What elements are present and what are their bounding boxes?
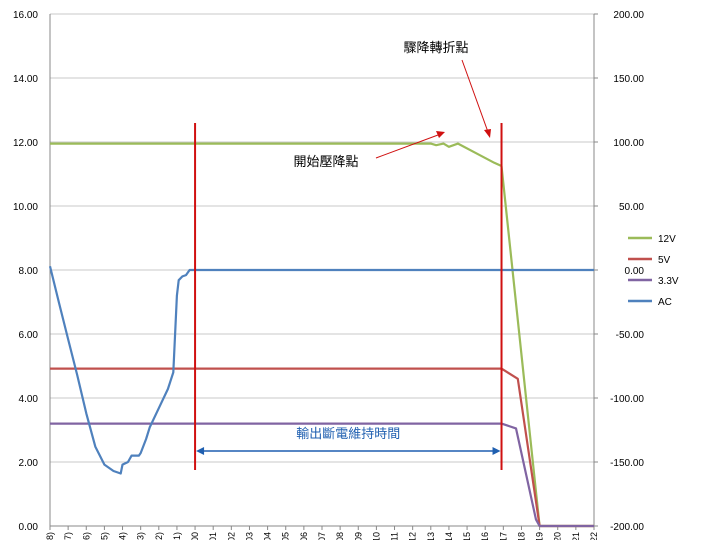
x-tick-label: 0.007 — [317, 532, 327, 540]
x-tick-label: 0.002 — [226, 532, 236, 540]
left-y-tick-label: 12.00 — [13, 138, 38, 149]
x-tick-label: 0.014 — [444, 532, 454, 540]
x-tick-label: (0.002) — [154, 532, 164, 540]
left-y-tick-label: 16.00 — [13, 10, 38, 21]
legend-label: 5V — [658, 255, 671, 266]
series-lines — [48, 142, 594, 528]
x-tick-label: 0.018 — [516, 532, 526, 540]
axes: 0.00 2.00 4.00 6.00 8.00 10.00 12.00 14.00 16.00… — [13, 10, 644, 540]
x-tick-label: 0.017 — [498, 532, 508, 540]
x-tick-label: 0.012 — [408, 532, 418, 540]
x-tick-label: 0.010 — [371, 532, 381, 540]
x-tick-label: 0.011 — [390, 532, 400, 540]
x-tick-label: 0.021 — [571, 532, 581, 540]
sharp-drop-pointer-head — [484, 129, 491, 138]
start-drop-label: 開始壓降點 — [293, 155, 358, 170]
sharp-drop-label: 驟降轉折點 — [403, 41, 468, 56]
x-tick-label: (0.006) — [81, 532, 91, 540]
x-tick-label: 0.000 — [190, 532, 200, 540]
series-line-12v — [50, 142, 594, 528]
x-tick-label: 0.016 — [480, 532, 490, 540]
left-y-tick-label: 8.00 — [19, 266, 39, 277]
x-tick-label: 0.004 — [263, 532, 273, 540]
left-y-tick-label: 2.00 — [19, 458, 39, 469]
series-line-ac — [48, 265, 594, 475]
x-tick-label: 0.005 — [281, 532, 291, 540]
right-y-tick-label: 50.00 — [619, 202, 644, 213]
x-tick-label: 0.019 — [535, 532, 545, 540]
right-y-tick-label: -200.00 — [610, 522, 644, 533]
legend-label: 3.3V — [658, 276, 679, 287]
left-y-tick-label: 6.00 — [19, 330, 39, 341]
right-y-tick-label: -150.00 — [610, 458, 644, 469]
x-tick-label: (0.001) — [172, 532, 182, 540]
holdup-time-label: 輸出斷電維持時間 — [296, 427, 400, 442]
right-y-tick-label: 150.00 — [613, 74, 644, 85]
right-y-tick-label: 0.00 — [625, 266, 645, 277]
x-tick-label: 0.008 — [335, 532, 345, 540]
right-y-tick-label: -100.00 — [610, 394, 644, 405]
x-tick-label: 0.013 — [426, 532, 436, 540]
right-y-tick-label: -50.00 — [616, 330, 645, 341]
x-tick-label: (0.004) — [118, 532, 128, 540]
left-y-tick-label: 4.00 — [19, 394, 39, 405]
x-tick-label: (0.005) — [99, 532, 109, 540]
start-drop-pointer — [375, 134, 439, 159]
start-drop-pointer-head — [436, 131, 445, 138]
x-tick-label: 0.003 — [244, 532, 254, 540]
right-y-tick-label: 200.00 — [613, 10, 644, 21]
x-tick-label: 0.009 — [353, 532, 363, 540]
x-tick-label: 0.015 — [462, 532, 472, 540]
right-y-tick-label: 100.00 — [613, 138, 644, 149]
left-y-tick-label: 14.00 — [13, 74, 38, 85]
vertical-markers — [194, 123, 503, 470]
left-y-tick-label: 0.00 — [19, 522, 39, 533]
x-tick-label: (0.003) — [136, 532, 146, 540]
legend-label: 12V — [658, 234, 676, 245]
x-tick-label: 0.022 — [589, 532, 599, 540]
sharp-drop-pointer — [461, 59, 489, 133]
x-tick-label: (0.007) — [63, 532, 73, 540]
x-tick-label: 0.001 — [208, 532, 218, 540]
holdup-arrow-head-left — [196, 447, 205, 455]
legend-label: AC — [658, 297, 672, 308]
legend: 12V 5V 3.3V AC — [628, 234, 679, 308]
left-y-tick-label: 10.00 — [13, 202, 38, 213]
x-tick-label: 0.020 — [553, 532, 563, 540]
x-tick-label: (0.008) — [45, 532, 55, 540]
x-tick-label: 0.006 — [299, 532, 309, 540]
holdup-arrow-head-right — [492, 447, 501, 455]
